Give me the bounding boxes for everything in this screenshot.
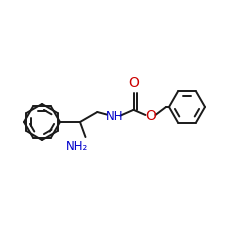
Text: O: O	[128, 76, 139, 90]
Text: O: O	[145, 109, 156, 123]
Text: NH₂: NH₂	[66, 140, 88, 153]
Text: NH: NH	[106, 110, 124, 123]
